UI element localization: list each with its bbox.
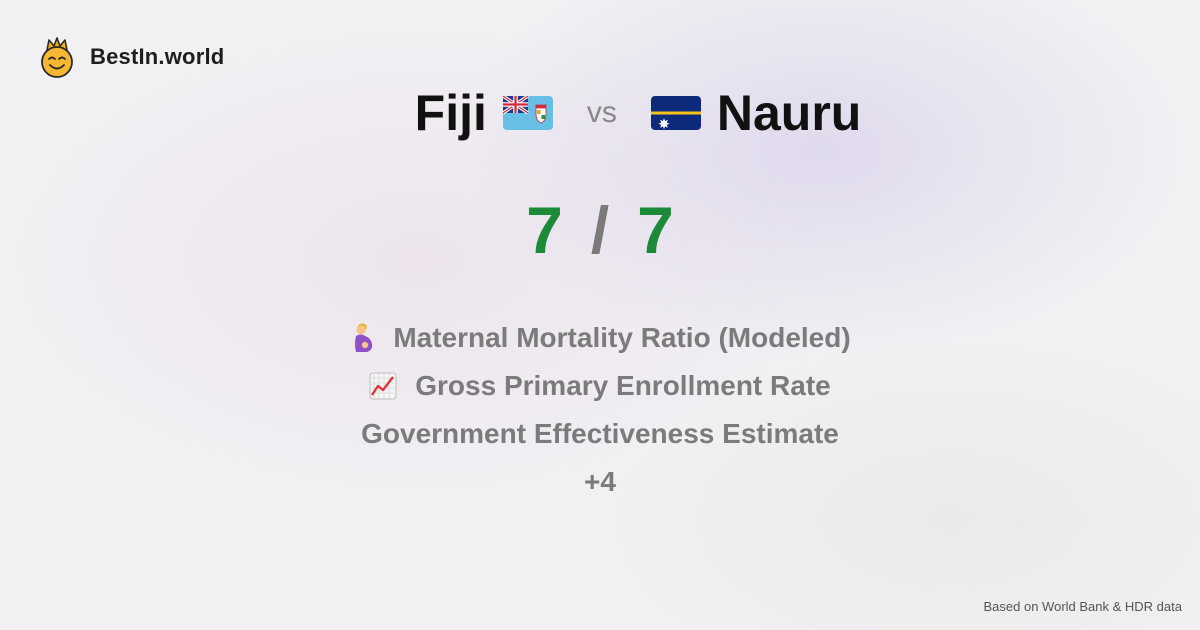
chart-increasing-icon	[369, 372, 397, 400]
brand[interactable]: BestIn.world	[38, 36, 224, 78]
metric-item: Government Effectiveness Estimate	[361, 410, 839, 458]
score-right: 7	[637, 193, 674, 267]
data-source-note: Based on World Bank & HDR data	[983, 599, 1182, 614]
metric-label: Government Effectiveness Estimate	[361, 418, 839, 449]
country-b-name: Nauru	[716, 85, 862, 141]
metric-item: Gross Primary Enrollment Rate	[369, 362, 831, 410]
nauru-flag-icon	[650, 96, 701, 130]
brand-name: BestIn.world	[90, 44, 225, 69]
pregnant-woman-icon	[355, 323, 373, 352]
vs-label: vs	[586, 96, 617, 129]
comparison-title: Fiji vs Nauru	[0, 84, 1200, 142]
metric-item: Maternal Mortality Ratio (Modeled)	[349, 314, 851, 362]
metric-label: Gross Primary Enrollment Rate	[415, 370, 831, 401]
score: 7 / 7	[0, 192, 1200, 268]
country-a-name: Fiji	[414, 85, 487, 141]
more-metrics-count: +4	[584, 466, 616, 497]
metric-label: Maternal Mortality Ratio (Modeled)	[393, 322, 851, 353]
score-separator: /	[590, 193, 610, 267]
crowned-smiley-icon	[41, 37, 73, 78]
metrics-list: Maternal Mortality Ratio (Modeled) Gross…	[0, 314, 1200, 506]
fiji-flag-icon	[502, 96, 553, 130]
score-left: 7	[526, 193, 563, 267]
